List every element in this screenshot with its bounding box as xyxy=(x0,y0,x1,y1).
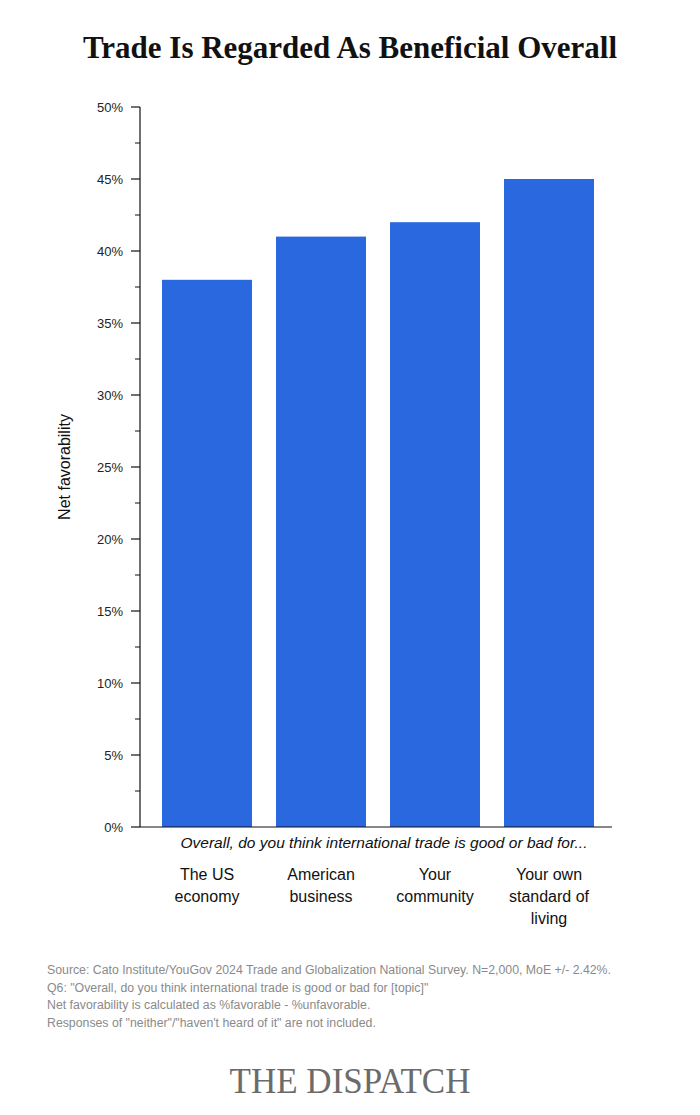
y-tick xyxy=(131,826,140,827)
x-tick-label-line: standard of xyxy=(509,888,590,905)
y-tick-label: 10% xyxy=(97,676,123,691)
y-minor-tick xyxy=(135,287,140,288)
y-axis-label: Net favorability xyxy=(56,414,73,520)
y-minor-tick xyxy=(135,503,140,504)
y-tick xyxy=(131,538,140,539)
y-tick-label: 50% xyxy=(97,100,123,115)
x-axis-label: Overall, do you think international trad… xyxy=(181,834,588,851)
y-minor-tick xyxy=(135,143,140,144)
title: Trade Is Regarded As Beneficial Overall xyxy=(83,30,618,65)
x-tick-label: American business xyxy=(287,866,355,905)
y-tick-label: 25% xyxy=(97,460,123,475)
bar xyxy=(504,179,594,827)
x-axis xyxy=(140,826,612,827)
note: Source: Cato Institute/YouGov 2024 Trade… xyxy=(47,963,611,977)
bars xyxy=(162,179,594,827)
note: Net favorability is calculated as %favor… xyxy=(47,998,370,1012)
y-minor-tick xyxy=(135,647,140,648)
publisher: THE DISPATCH xyxy=(230,1062,471,1101)
x-tick-label-line: economy xyxy=(175,888,240,905)
y-tick xyxy=(131,754,140,755)
y-tick xyxy=(131,322,140,323)
y-tick-label: 20% xyxy=(97,532,123,547)
y-tick-label: 30% xyxy=(97,388,123,403)
y-tick xyxy=(131,682,140,683)
x-tick-label: Your community xyxy=(396,866,473,905)
y-tick-label: 45% xyxy=(97,172,123,187)
x-tick-label-line: living xyxy=(531,910,567,927)
x-tick-label-line: community xyxy=(396,888,473,905)
note: Q6: "Overall, do you think international… xyxy=(47,981,428,995)
bar xyxy=(390,222,480,827)
y-minor-tick xyxy=(135,215,140,216)
x-tick-label-line: Your xyxy=(419,866,452,883)
bar xyxy=(162,280,252,827)
y-tick xyxy=(131,466,140,467)
y-tick-label: 15% xyxy=(97,604,123,619)
x-tick-label: Your own standard of living xyxy=(509,866,590,927)
y-minor-tick xyxy=(135,719,140,720)
x-tick-label-line: business xyxy=(289,888,352,905)
y-tick xyxy=(131,178,140,179)
y-minor-tick xyxy=(135,359,140,360)
y-tick xyxy=(131,394,140,395)
note: Responses of "neither"/"haven't heard of… xyxy=(47,1016,376,1030)
y-minor-tick xyxy=(135,431,140,432)
y-minor-tick xyxy=(135,791,140,792)
y-tick-label: 5% xyxy=(104,748,123,763)
x-tick-label-line: American xyxy=(287,866,355,883)
y-minor-tick xyxy=(135,575,140,576)
y-tick xyxy=(131,106,140,107)
y-tick-label: 40% xyxy=(97,244,123,259)
y-tick xyxy=(131,250,140,251)
bar xyxy=(276,237,366,827)
y-tick-label: 0% xyxy=(104,820,123,835)
x-tick-label-line: Your own xyxy=(516,866,582,883)
x-tick-label: The US economy xyxy=(175,866,240,905)
x-tick-label-line: The US xyxy=(180,866,234,883)
chart: Trade Is Regarded As Beneficial Overall 0… xyxy=(0,0,700,1115)
y-tick-label: 35% xyxy=(97,316,123,331)
y-tick xyxy=(131,610,140,611)
